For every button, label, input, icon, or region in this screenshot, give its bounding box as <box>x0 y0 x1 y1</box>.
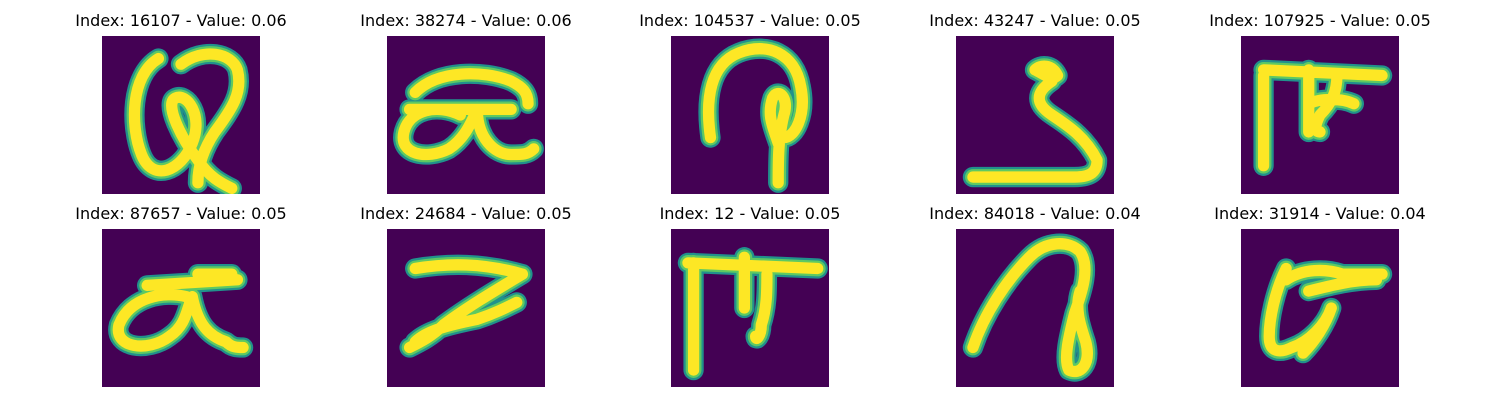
panel-title: Index: 84018 - Value: 0.04 <box>929 204 1141 223</box>
handwritten-glyph-image <box>956 229 1114 387</box>
panel-title: Index: 87657 - Value: 0.05 <box>75 204 287 223</box>
handwritten-glyph-image <box>102 229 260 387</box>
panel-title: Index: 12 - Value: 0.05 <box>659 204 841 223</box>
glyph-stroke <box>702 43 808 189</box>
handwritten-glyph-image <box>956 36 1114 194</box>
glyph-stroke <box>1263 262 1388 359</box>
glyph-stroke <box>403 259 529 354</box>
panel-title: Index: 38274 - Value: 0.06 <box>360 11 572 30</box>
handwritten-glyph-image <box>1241 36 1399 194</box>
panel-title: Index: 43247 - Value: 0.05 <box>929 11 1141 30</box>
handwritten-glyph-image <box>387 36 545 194</box>
handwritten-glyph-image <box>1241 229 1399 387</box>
glyph-stroke <box>112 268 249 354</box>
panel-title: Index: 107925 - Value: 0.05 <box>1209 11 1431 30</box>
glyph-stroke <box>397 68 540 161</box>
glyph-stroke <box>682 251 824 376</box>
panel-title: Index: 16107 - Value: 0.06 <box>75 11 287 30</box>
handwritten-glyph-image <box>671 36 829 194</box>
glyph-stroke <box>967 60 1103 183</box>
panel-title: Index: 104537 - Value: 0.05 <box>639 11 861 30</box>
panel-title: Index: 24684 - Value: 0.05 <box>360 204 572 223</box>
handwritten-glyph-image <box>387 229 545 387</box>
glyph-stroke <box>967 238 1093 378</box>
glyph-stroke <box>128 48 245 194</box>
panel-title: Index: 31914 - Value: 0.04 <box>1214 204 1426 223</box>
glyph-stroke <box>1257 64 1388 172</box>
handwritten-glyph-image <box>102 36 260 194</box>
handwritten-glyph-image <box>671 229 829 387</box>
